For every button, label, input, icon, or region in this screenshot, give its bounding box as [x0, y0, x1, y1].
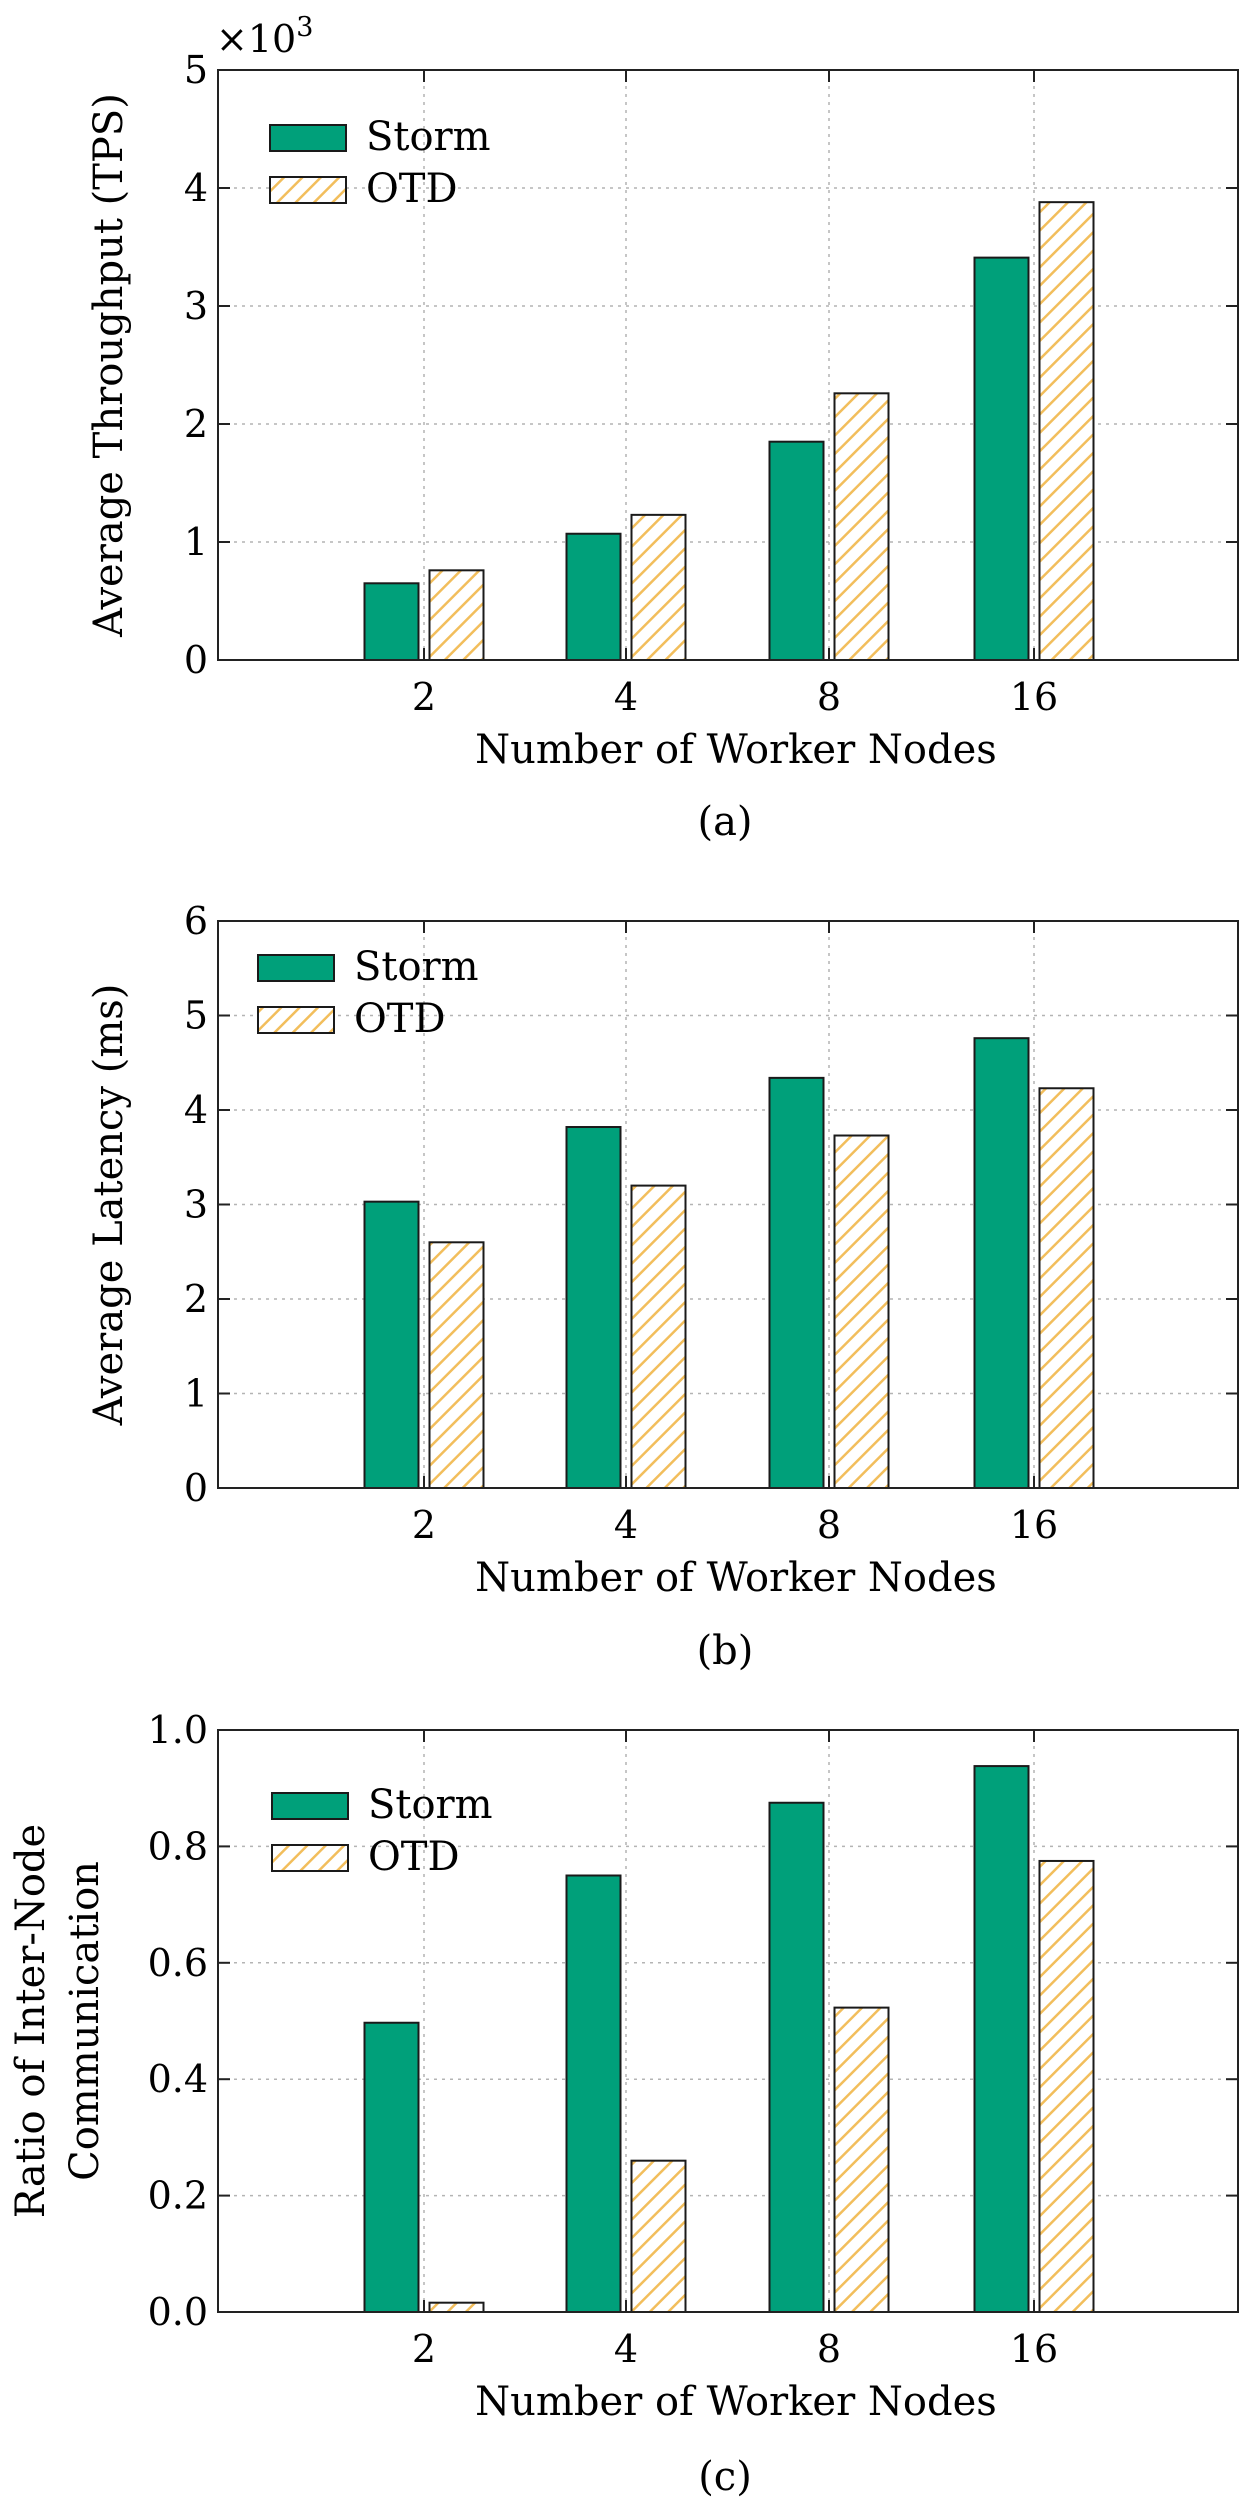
chart-panel-1: 0 1 2 3 4 5 2 4 8 16 Number of Worker Nodes Average…	[86, 12, 1239, 845]
otd-bar-4	[630, 513, 687, 661]
x-tick-label: 4	[614, 1503, 638, 1547]
legend-label-otd: OTD	[366, 166, 458, 212]
legend-swatch-otd	[271, 1844, 349, 1872]
y-tick-label: 0.0	[148, 2290, 208, 2334]
storm-bar-16	[973, 1765, 1030, 2313]
plot-frame	[217, 69, 1239, 661]
legend-swatch-storm	[269, 124, 347, 152]
y-tick-label: 5	[184, 48, 208, 92]
y-tick-label: 0	[184, 1466, 208, 1510]
storm-bar-16	[973, 1037, 1030, 1490]
y-axis-label: Communication	[62, 1861, 108, 2181]
y-tick-label: 0.4	[148, 2057, 208, 2101]
y-tick-label: 0.2	[148, 2174, 208, 2218]
otd-bar-8	[833, 1134, 890, 1489]
legend-label-otd: OTD	[354, 996, 446, 1042]
storm-bar-16	[973, 256, 1030, 661]
otd-bar-2	[428, 569, 485, 662]
panel-caption: (a)	[697, 799, 752, 845]
chart-panel-2: 0 1 2 3 4 5 6 2 4 8 16 Number of Worker Nodes Averag…	[86, 899, 1239, 1674]
x-tick-label: 2	[412, 1503, 436, 1547]
legend: Storm OTD	[271, 1782, 493, 1880]
otd-bar-8	[833, 392, 890, 661]
otd-bar-16	[1038, 201, 1095, 661]
x-tick-label: 16	[1010, 2327, 1058, 2371]
otd-bar-16	[1038, 1087, 1095, 1489]
storm-bar-4	[565, 1874, 622, 2313]
otd-bar-8	[833, 2006, 890, 2313]
legend-label-storm: Storm	[366, 114, 491, 160]
legend-label-storm: Storm	[368, 1782, 493, 1828]
legend: Storm OTD	[257, 944, 479, 1042]
panel-caption: (b)	[697, 1628, 754, 1674]
y-tick-label: 2	[184, 402, 208, 446]
y-tick-label: 6	[184, 899, 208, 943]
otd-bar-4	[630, 2159, 687, 2313]
x-axis-label: Number of Worker Nodes	[475, 2379, 997, 2425]
x-tick-label: 8	[817, 2327, 841, 2371]
y-axis-label: Average Latency (ms)	[86, 984, 132, 1427]
y-tick-label: 4	[184, 1088, 208, 1132]
storm-bar-8	[768, 440, 825, 662]
y-tick-label: 5	[184, 994, 208, 1038]
y-tick-label: 1	[184, 520, 208, 564]
x-tick-label: 4	[614, 2327, 638, 2371]
legend-swatch-otd	[269, 176, 347, 204]
y-axis-label: Ratio of Inter-Node	[8, 1824, 54, 2218]
legend-label-storm: Storm	[354, 944, 479, 990]
x-tick-label: 16	[1010, 675, 1058, 719]
plot-frame	[217, 1729, 1239, 2313]
y-tick-label: 0	[184, 638, 208, 682]
y-axis-label: Average Throughput (TPS)	[86, 93, 132, 638]
storm-bar-4	[565, 1126, 622, 1489]
x-axis-label: Number of Worker Nodes	[475, 727, 997, 773]
otd-bar-2	[428, 2301, 485, 2313]
y-tick-label: 0.6	[148, 1941, 208, 1985]
legend-label-otd: OTD	[368, 1834, 460, 1880]
y-tick-label: 0.8	[148, 1824, 208, 1868]
y-scale-factor: ×103	[216, 12, 313, 61]
legend-swatch-storm	[271, 1792, 349, 1820]
chart-panel-3: 0.0 0.2 0.4 0.6 0.8 1.0 2 4 8 16 Number of Worker …	[8, 1708, 1239, 2500]
y-tick-label: 3	[184, 284, 208, 328]
x-tick-label: 8	[817, 1503, 841, 1547]
storm-bar-4	[565, 532, 622, 661]
y-tick-label: 2	[184, 1277, 208, 1321]
y-tick-label: 3	[184, 1183, 208, 1227]
x-tick-label: 2	[412, 2327, 436, 2371]
y-tick-label: 1	[184, 1372, 208, 1416]
x-tick-label: 2	[412, 675, 436, 719]
storm-bar-8	[768, 1076, 825, 1489]
legend: Storm OTD	[269, 114, 491, 212]
y-tick-label: 1.0	[148, 1708, 208, 1752]
otd-bar-2	[428, 1241, 485, 1490]
legend-swatch-storm	[257, 954, 335, 982]
x-axis-label: Number of Worker Nodes	[475, 1555, 997, 1601]
storm-bar-2	[363, 582, 420, 661]
y-tick-label: 4	[184, 166, 208, 210]
otd-bar-16	[1038, 1859, 1095, 2313]
x-tick-label: 8	[817, 675, 841, 719]
x-tick-label: 4	[614, 675, 638, 719]
x-tick-label: 16	[1010, 1503, 1058, 1547]
panel-caption: (c)	[698, 2454, 752, 2500]
otd-bar-4	[630, 1184, 687, 1489]
storm-bar-8	[768, 1801, 825, 2313]
storm-bar-2	[363, 2021, 420, 2313]
legend-swatch-otd	[257, 1006, 335, 1034]
storm-bar-2	[363, 1200, 420, 1490]
